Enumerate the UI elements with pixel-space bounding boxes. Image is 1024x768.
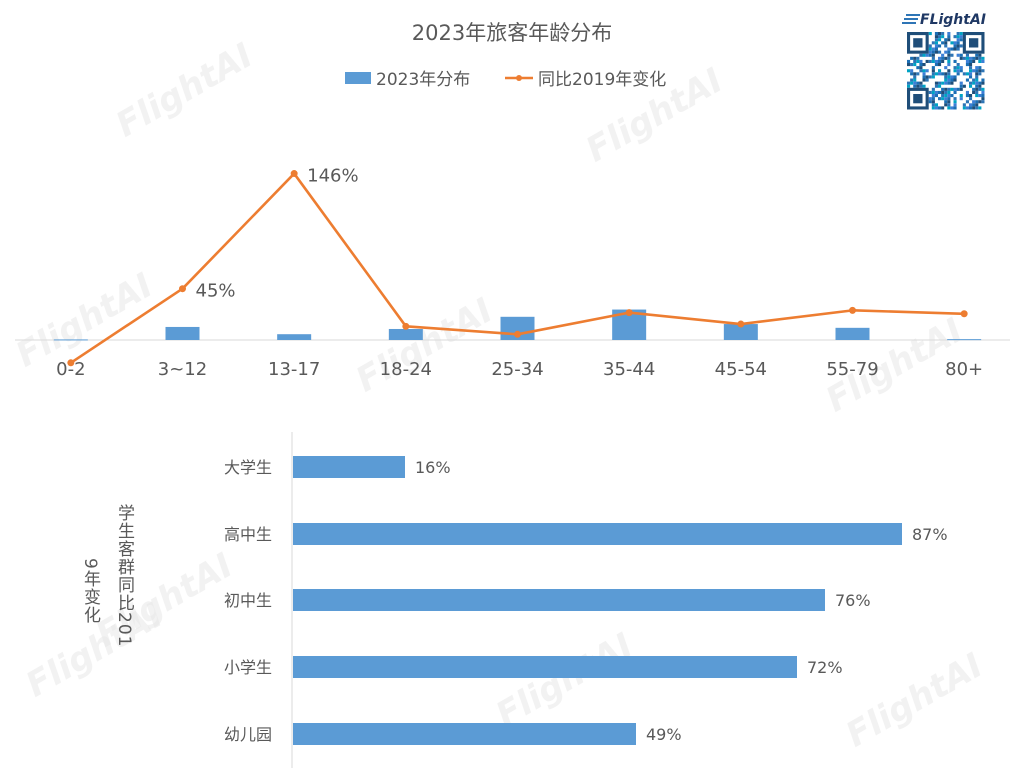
bar-幼儿园 bbox=[293, 723, 636, 745]
y-axis-label: 学生客群同比201 bbox=[114, 504, 135, 647]
legend-line-label: 同比2019年变化 bbox=[538, 70, 666, 90]
category-label: 小学生 bbox=[224, 658, 272, 677]
line-data-label: 45% bbox=[196, 281, 236, 302]
line-point-35-44 bbox=[625, 309, 633, 317]
bar-2023-3~12 bbox=[165, 326, 200, 340]
x-tick-label: 0-2 bbox=[56, 359, 85, 380]
x-tick-label: 25-34 bbox=[491, 359, 543, 380]
bar-value-label: 16% bbox=[415, 458, 451, 477]
legend-bar-label: 2023年分布 bbox=[376, 70, 470, 90]
line-point-18-24 bbox=[402, 322, 410, 330]
bar-value-label: 87% bbox=[912, 525, 948, 544]
y-axis-label-cont: 9年变化 bbox=[80, 558, 101, 624]
category-label: 初中生 bbox=[224, 591, 272, 610]
brand-logo: FLightAI bbox=[902, 12, 986, 28]
line-point-0-2 bbox=[67, 359, 75, 367]
chart-title: 2023年旅客年龄分布 bbox=[412, 21, 612, 45]
category-label: 幼儿园 bbox=[224, 725, 272, 744]
bar-2023-18-24 bbox=[388, 328, 423, 340]
watermark-layer: FlightAI FlightAI FlightAI FlightAI FlightAI… bbox=[9, 36, 989, 756]
x-tick-label: 45-54 bbox=[715, 359, 767, 380]
legend-line-marker bbox=[516, 75, 522, 81]
bar-value-label: 76% bbox=[835, 591, 871, 610]
category-label: 高中生 bbox=[224, 525, 272, 544]
bar-value-label: 49% bbox=[646, 725, 682, 744]
bar-初中生 bbox=[293, 589, 825, 611]
x-tick-label: 18-24 bbox=[380, 359, 432, 380]
line-point-25-34 bbox=[514, 330, 521, 338]
qr-code-icon bbox=[907, 32, 985, 110]
line-point-45-54 bbox=[737, 320, 745, 328]
bar-小学生 bbox=[293, 656, 797, 678]
bar-2023-55-79 bbox=[835, 327, 870, 340]
bar-高中生 bbox=[293, 523, 902, 545]
watermark-text: FlightAI bbox=[109, 36, 259, 146]
bar-2023-45-54 bbox=[723, 324, 758, 340]
watermark-text: FlightAI bbox=[489, 626, 639, 736]
bar-2023-80+ bbox=[947, 339, 982, 341]
age-distribution-chart: 0-2 3~12 13-17 18-24 25-34 35-44 45-54 55-79 80+… bbox=[15, 166, 1010, 380]
x-tick-label: 55-79 bbox=[826, 359, 878, 380]
bar-2023-13-17 bbox=[277, 334, 312, 340]
legend: 2023年分布 同比2019年变化 bbox=[345, 70, 666, 90]
line-point-3~12 bbox=[179, 285, 186, 293]
line-data-label: 146% bbox=[307, 166, 358, 187]
brand-name: FLightAI bbox=[920, 12, 986, 28]
line-point-55-79 bbox=[849, 306, 856, 314]
watermark-text: FlightAI bbox=[349, 291, 499, 401]
line-point-80+ bbox=[960, 310, 968, 318]
bar-大学生 bbox=[293, 456, 405, 478]
x-tick-label: 13-17 bbox=[268, 359, 320, 380]
bar-2023-0-2 bbox=[53, 339, 88, 341]
x-tick-label: 80+ bbox=[945, 359, 983, 380]
watermark-text: FlightAI bbox=[839, 646, 989, 756]
bar-value-label: 72% bbox=[807, 658, 843, 677]
watermark-text: FlightAI bbox=[89, 546, 239, 656]
x-tick-label: 3~12 bbox=[158, 359, 207, 380]
line-point-13-17 bbox=[290, 170, 298, 178]
legend-bar-swatch bbox=[345, 72, 371, 84]
student-growth-chart: 学生客群同比201 9年变化 大学生 16% 高中生 87% 初中生 76% 小学生 72% 幼儿园… bbox=[80, 432, 948, 768]
category-label: 大学生 bbox=[224, 458, 272, 477]
flightai-logo-icon bbox=[902, 14, 920, 24]
x-tick-label: 35-44 bbox=[603, 359, 655, 380]
